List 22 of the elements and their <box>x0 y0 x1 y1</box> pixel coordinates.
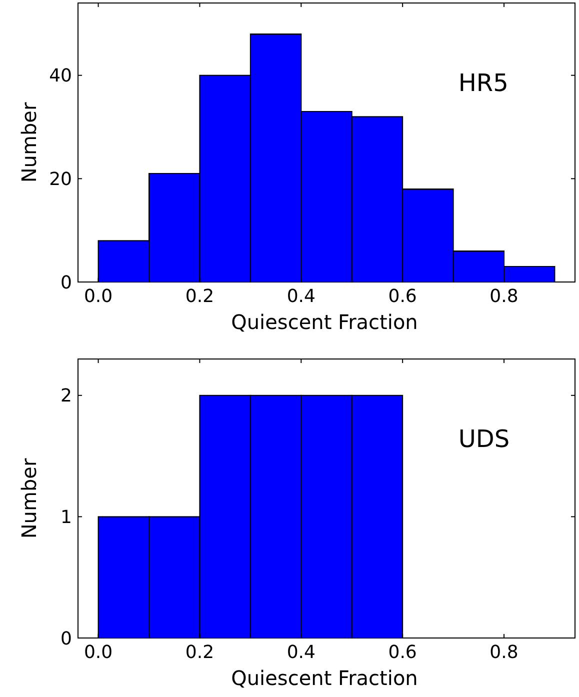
y-tick-label: 20 <box>49 168 72 190</box>
y-axis-title: Number <box>17 102 41 183</box>
x-tick-label: 0.0 <box>84 286 113 307</box>
x-tick-label: 0.0 <box>84 642 113 663</box>
x-axis-title: Quiescent Fraction <box>231 310 418 334</box>
x-tick-label: 0.2 <box>185 642 214 663</box>
y-tick-label: 0 <box>60 628 72 650</box>
y-tick-label: 1 <box>60 506 72 528</box>
x-tick-label: 0.6 <box>388 642 417 663</box>
y-axis-title: Number <box>17 458 41 539</box>
x-tick-label: 0.2 <box>185 286 214 307</box>
annotation: HR5 <box>458 69 508 97</box>
annotation: UDS <box>458 425 510 453</box>
x-tick-label: 0.8 <box>490 642 518 663</box>
y-tick-label: 0 <box>60 272 72 294</box>
y-tick-label: 40 <box>49 66 72 87</box>
x-tick-label: 0.4 <box>286 286 316 307</box>
x-tick-label: 0.6 <box>388 286 417 307</box>
y-tick-label: 2 <box>60 386 72 407</box>
x-axis-title: Quiescent Fraction <box>231 666 418 690</box>
x-tick-label: 0.8 <box>490 286 518 307</box>
x-tick-label: 0.4 <box>286 642 316 663</box>
